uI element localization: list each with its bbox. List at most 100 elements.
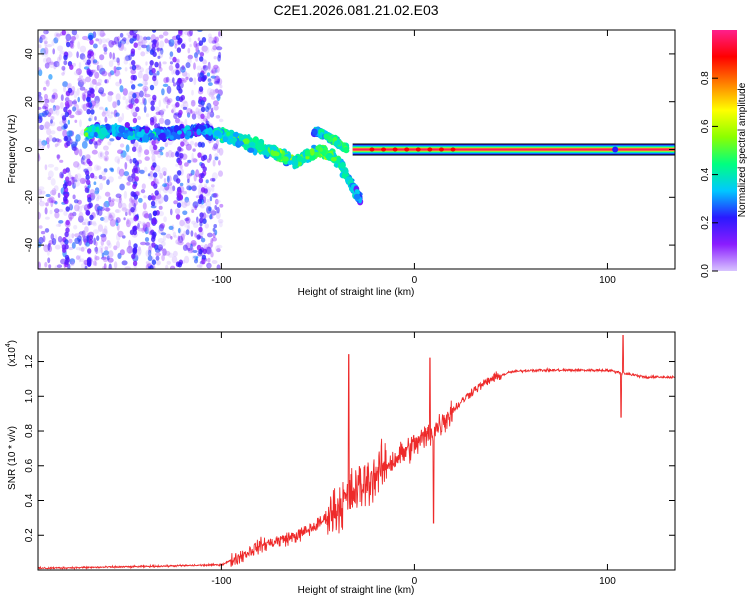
spectrogram-scatter-point: [169, 61, 174, 65]
spectrogram-streak-point: [179, 152, 184, 159]
spectrogram-scatter-point: [194, 142, 198, 148]
spectrogram-scatter-point: [209, 89, 216, 96]
spectrogram-streak-point: [65, 227, 70, 233]
spectrogram-scatter-point: [42, 105, 47, 110]
spectrogram-scatter-point: [38, 44, 42, 49]
spectrogram-scatter-point: [186, 112, 191, 118]
spectrogram-scatter-point: [115, 217, 121, 224]
spectrogram-scatter-point: [107, 141, 112, 146]
spectrogram-scatter-point: [166, 139, 173, 146]
spectrogram-streak-point: [199, 194, 204, 200]
spectrogram-scatter-point: [203, 196, 207, 204]
spectrogram-streak-point: [153, 144, 158, 151]
spectrogram-streak-point: [197, 198, 202, 205]
spectrogram-scatter-point: [108, 263, 112, 269]
spectrogram-scatter-point: [123, 171, 130, 177]
spectrogram-scatter-point: [57, 192, 61, 198]
spectrogram-scatter-point: [206, 246, 212, 255]
spectrogram-streak-point: [196, 234, 201, 240]
spectrogram-scatter-point: [75, 255, 80, 260]
spectrogram-streak-point: [88, 71, 93, 77]
doppler-track-point: [124, 122, 130, 128]
spectrogram-scatter-point: [75, 173, 82, 181]
spectrogram-scatter-point: [193, 62, 196, 70]
spectrogram-scatter-point: [94, 190, 99, 195]
spectrogram-streak-point: [90, 88, 95, 94]
spectrogram-scatter-point: [215, 46, 223, 51]
spectrogram-scatter-point: [125, 55, 131, 61]
spectrogram-scatter-point: [92, 189, 99, 197]
spectrogram-scatter-point: [98, 38, 103, 45]
spectrogram-scatter-point: [107, 211, 112, 218]
spectrogram-streak-point: [133, 194, 139, 200]
spectrogram-streak-point: [152, 162, 157, 168]
doppler-track-point: [294, 159, 299, 167]
spectrogram-scatter-point: [44, 80, 49, 85]
spectrogram-streak-point: [90, 172, 95, 179]
spectrogram-scatter-point: [56, 126, 63, 132]
spectrogram-scatter-point: [169, 56, 172, 60]
spectrogram-scatter-point: [73, 199, 79, 204]
spectrogram-scatter-point: [121, 207, 128, 212]
spectrogram-scatter-point: [193, 77, 197, 86]
spectrogram-scatter-point: [104, 191, 111, 197]
spectrogram-scatter-point: [77, 71, 81, 76]
spectrogram-scatter-point: [168, 65, 174, 71]
spectrogram-streak-point: [64, 239, 69, 245]
spectrogram-scatter-point: [73, 161, 80, 168]
spectrogram-streak-point: [133, 165, 138, 171]
spectrogram-scatter-point: [137, 41, 144, 46]
spectrogram-scatter-point: [107, 94, 113, 103]
spectrogram-scatter-point: [41, 141, 46, 149]
spectrogram-streak-point: [132, 157, 137, 164]
spectrogram-scatter-point: [207, 33, 212, 39]
spectrogram-scatter-point: [122, 37, 127, 42]
spectrogram-scatter-point: [193, 222, 199, 228]
spectrogram-scatter-point: [103, 200, 110, 208]
carrier-peak-point: [415, 147, 421, 152]
spectrogram-scatter-point: [210, 251, 214, 258]
spectrogram-scatter-point: [123, 56, 130, 62]
doppler-track-point: [118, 125, 126, 134]
doppler-track-point: [169, 135, 174, 141]
spectrogram-streak-point: [86, 96, 91, 103]
spectrogram-scatter-point: [63, 60, 68, 66]
spectrogram-streak-point: [130, 191, 135, 197]
spectrogram-scatter-point: [191, 209, 195, 213]
spectrogram-streak-point: [62, 183, 68, 189]
spectrogram-scatter-point: [149, 170, 154, 178]
spectrogram-scatter-point: [213, 105, 219, 111]
doppler-track-point: [192, 127, 198, 132]
spectrogram-scatter-point: [82, 161, 86, 165]
spectrogram-scatter-point: [195, 169, 200, 178]
spectrogram-scatter-point: [99, 67, 106, 75]
spectrogram-scatter-point: [144, 213, 150, 219]
spectrogram-scatter-point: [157, 244, 164, 251]
spectrogram-scatter-point: [52, 88, 58, 94]
spectrogram-streak-point: [176, 47, 182, 53]
spectrogram-scatter-point: [71, 242, 76, 249]
spectrogram-scatter-point: [181, 79, 187, 83]
spectrogram-scatter-point: [122, 96, 126, 101]
spectrogram-scatter-point: [107, 91, 114, 96]
spectrogram-scatter-point: [81, 155, 86, 161]
spectrogram-scatter-point: [49, 60, 54, 69]
carrier-peak-point: [427, 147, 433, 152]
spectrogram-scatter-point: [138, 144, 142, 153]
spectrogram-scatter-point: [47, 97, 51, 104]
spectrogram-scatter-point: [197, 72, 201, 78]
spectrogram-streak-point: [151, 259, 157, 266]
spectrogram-streak-point: [67, 180, 72, 187]
spectrogram-scatter-point: [44, 121, 50, 129]
spectrogram-scatter-point: [161, 254, 165, 262]
spectrogram-streak-point: [150, 100, 155, 106]
spectrogram-scatter-point: [78, 255, 82, 263]
spectrogram-streak-point: [177, 261, 182, 268]
spectrogram-scatter-point: [142, 79, 148, 87]
spectrogram-scatter-point: [38, 118, 41, 123]
spectrogram-scatter-point: [142, 97, 145, 104]
spectrogram-streak-point: [132, 247, 137, 253]
spectrogram-scatter-point: [53, 185, 59, 192]
spectrogram-scatter-point: [89, 114, 93, 121]
spectrogram-scatter-point: [60, 124, 64, 132]
